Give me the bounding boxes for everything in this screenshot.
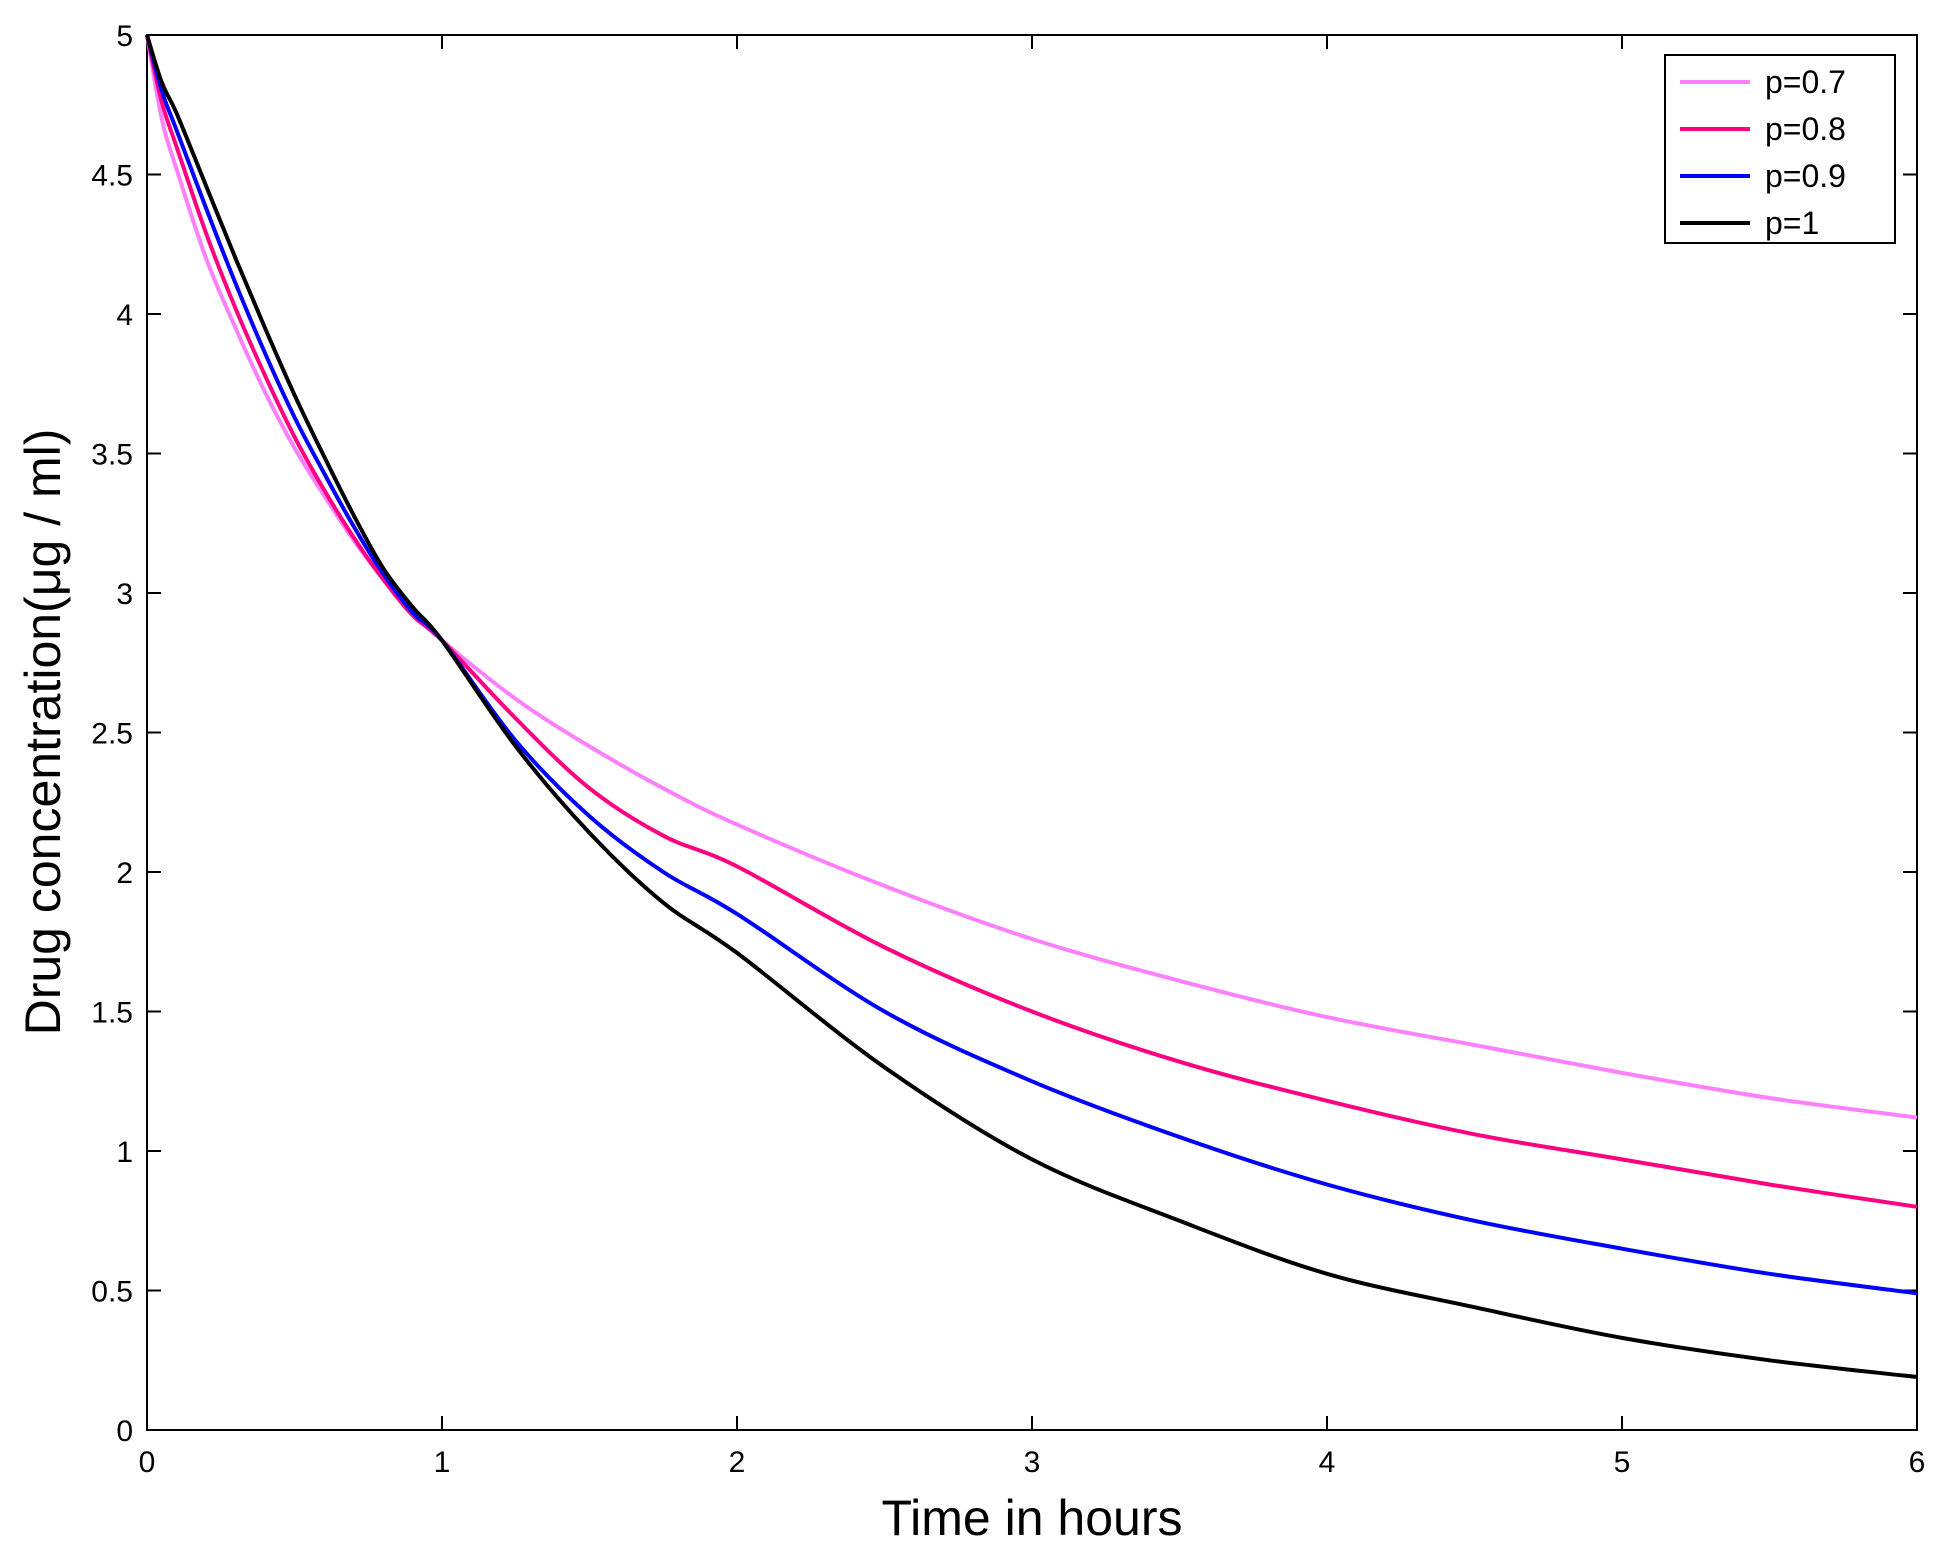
y-tick-label: 1 <box>116 1136 133 1169</box>
y-tick-label: 5 <box>116 20 133 53</box>
legend-label: p=0.8 <box>1765 111 1846 147</box>
y-tick-label: 3 <box>116 578 133 611</box>
x-axis-ticks: 0 1 2 3 4 5 6 <box>139 35 1926 1479</box>
x-tick-label: 3 <box>1024 1446 1041 1479</box>
x-axis-label: Time in hours <box>881 1490 1182 1546</box>
y-tick-label: 3.5 <box>91 439 133 472</box>
plot-area <box>146 34 1918 1431</box>
x-tick-label: 1 <box>434 1446 451 1479</box>
y-tick-label: 1.5 <box>91 997 133 1030</box>
legend-label: p=0.7 <box>1765 64 1846 100</box>
y-tick-label: 4.5 <box>91 160 133 193</box>
y-tick-label: 0.5 <box>91 1276 133 1309</box>
series-line-p=0.7 <box>145 34 1918 1120</box>
series-lines <box>145 34 1918 1379</box>
x-tick-label: 5 <box>1614 1446 1631 1479</box>
y-tick-label: 4 <box>116 299 133 332</box>
series-line-p=0.8 <box>145 34 1918 1209</box>
y-tick-label: 0 <box>116 1415 133 1448</box>
legend-label: p=0.9 <box>1765 158 1846 194</box>
x-tick-label: 6 <box>1909 1446 1926 1479</box>
series-line-p=1 <box>145 34 1918 1379</box>
y-axis-ticks: 0 0.5 1 1.5 2 2.5 3 3.5 4 4.5 5 <box>91 20 1917 1448</box>
x-tick-label: 2 <box>729 1446 746 1479</box>
x-tick-label: 0 <box>139 1446 156 1479</box>
legend-box <box>1664 54 1896 244</box>
legend: p=0.7 p=0.8 p=0.9 p=1 <box>1664 54 1896 244</box>
y-axis-label: Drug concentration(μg / ml) <box>15 429 71 1036</box>
legend-label: p=1 <box>1765 205 1819 241</box>
x-tick-label: 4 <box>1319 1446 1336 1479</box>
series-line-p=0.9 <box>145 34 1918 1296</box>
y-tick-label: 2.5 <box>91 718 133 751</box>
y-tick-label: 2 <box>116 857 133 890</box>
